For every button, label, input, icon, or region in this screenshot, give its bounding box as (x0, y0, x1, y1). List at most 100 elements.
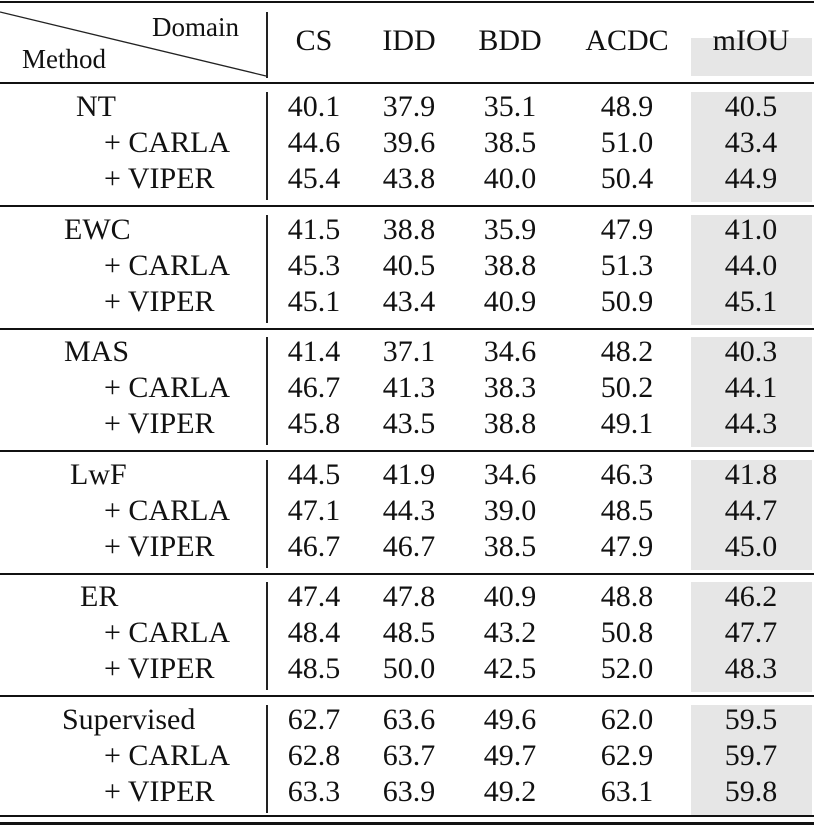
method-name: MAS (64, 335, 130, 368)
cell-idd: 41.9 (382, 457, 436, 491)
cell-idd: 43.4 (382, 284, 436, 318)
table-row: + VIPER 48.5 50.0 42.5 52.0 48.3 (0, 652, 818, 688)
method-variant: + VIPER (104, 284, 215, 318)
table-row: NT 40.1 37.9 35.1 48.9 40.5 (0, 90, 818, 126)
table-row: + CARLA 62.8 63.7 49.7 62.9 59.7 (0, 739, 818, 775)
cell-acdc: 49.1 (600, 407, 654, 440)
cell-acdc: 63.1 (600, 774, 654, 808)
cell-idd: 37.9 (382, 90, 436, 123)
cell-bdd: 49.6 (483, 702, 537, 736)
method-name: LwF (70, 457, 127, 491)
column-header-idd: IDD (382, 24, 436, 57)
cell-cs: 44.5 (287, 457, 341, 491)
group-separator-rule (0, 695, 814, 697)
cell-cs: 62.8 (287, 738, 341, 772)
table-row: + CARLA 45.3 40.5 38.8 51.3 44.0 (0, 249, 818, 285)
table-row: + VIPER 45.1 43.4 40.9 50.9 45.1 (0, 285, 818, 321)
cell-idd: 43.8 (382, 162, 436, 195)
method-variant: + VIPER (104, 774, 215, 808)
method-name: ER (80, 580, 119, 613)
cell-idd: 63.9 (382, 774, 436, 808)
method-variant: + CARLA (104, 738, 231, 772)
method-variant: + VIPER (104, 407, 215, 440)
table-row: + CARLA 47.1 44.3 39.0 48.5 44.7 (0, 494, 818, 530)
cell-idd: 48.5 (382, 616, 436, 649)
cell-idd: 43.5 (382, 407, 436, 440)
cell-miou: 44.9 (724, 162, 778, 195)
miou-highlight (691, 582, 812, 692)
cell-idd: 38.8 (382, 212, 436, 246)
cell-bdd: 40.9 (483, 284, 537, 318)
header-vertical-divider (266, 12, 268, 78)
cell-acdc: 51.3 (600, 248, 654, 282)
miou-highlight (691, 459, 812, 570)
miou-highlight (691, 337, 812, 447)
diagonal-divider-icon (0, 11, 267, 77)
cell-bdd: 38.3 (483, 371, 537, 404)
cell-miou: 45.0 (724, 529, 778, 563)
method-variant: + CARLA (104, 616, 231, 649)
cell-miou: 45.1 (724, 284, 778, 318)
cell-bdd: 35.1 (483, 90, 537, 123)
table-row: + CARLA 44.6 39.6 38.5 51.0 43.4 (0, 126, 818, 162)
cell-cs: 46.7 (287, 529, 341, 563)
miou-highlight (691, 214, 812, 325)
method-variant: + CARLA (104, 371, 231, 404)
column-header-acdc: ACDC (585, 24, 669, 57)
cell-cs: 48.4 (287, 616, 341, 649)
cell-cs: 45.1 (287, 284, 341, 318)
cell-bdd: 38.8 (483, 248, 537, 282)
header-rule (0, 82, 814, 84)
cell-bdd: 38.5 (483, 126, 537, 159)
cell-miou: 43.4 (724, 126, 778, 159)
method-variant: + CARLA (104, 126, 231, 159)
cell-miou: 46.2 (724, 580, 778, 613)
cell-miou: 48.3 (724, 652, 778, 685)
cell-cs: 46.7 (287, 371, 341, 404)
cell-acdc: 62.9 (600, 738, 654, 772)
cell-miou: 59.8 (724, 774, 778, 808)
method-variant: + CARLA (104, 248, 231, 282)
row-vertical-divider (266, 214, 268, 323)
table-row: LwF 44.5 41.9 34.6 46.3 41.8 (0, 458, 818, 494)
header-method-label: Method (22, 44, 106, 74)
cell-bdd: 43.2 (483, 616, 537, 649)
cell-miou: 44.7 (724, 493, 778, 527)
group-separator-rule (0, 572, 814, 575)
cell-idd: 47.8 (382, 580, 436, 613)
cell-idd: 41.3 (382, 371, 436, 404)
cell-acdc: 50.4 (600, 162, 654, 195)
cell-miou: 44.1 (724, 371, 778, 404)
cell-idd: 37.1 (382, 335, 436, 368)
method-name: EWC (64, 212, 131, 246)
method-variant: + VIPER (104, 162, 215, 195)
table-row: EWC 41.5 38.8 35.9 47.9 41.0 (0, 213, 818, 249)
group-separator-rule (0, 327, 814, 330)
cell-cs: 44.6 (287, 126, 341, 159)
cell-bdd: 49.2 (483, 774, 537, 808)
group-separator-rule (0, 205, 814, 207)
miou-highlight (691, 92, 812, 202)
cell-miou: 44.0 (724, 248, 778, 282)
cell-acdc: 51.0 (600, 126, 654, 159)
row-vertical-divider (266, 337, 268, 445)
cell-bdd: 35.9 (483, 212, 537, 246)
cell-idd: 46.7 (382, 529, 436, 563)
cell-miou: 41.8 (724, 457, 778, 491)
column-header-miou: mIOU (712, 24, 790, 57)
table-row: + VIPER 63.3 63.9 49.2 63.1 59.8 (0, 775, 818, 811)
group-separator-rule (0, 450, 814, 452)
cell-bdd: 40.0 (483, 162, 537, 195)
cell-miou: 40.3 (724, 335, 778, 368)
cell-bdd: 39.0 (483, 493, 537, 527)
header-domain-label: Domain (152, 12, 239, 42)
cell-acdc: 50.8 (600, 616, 654, 649)
cell-miou: 47.7 (724, 616, 778, 649)
bottom-rule-1 (0, 815, 814, 817)
cell-acdc: 48.2 (600, 335, 654, 368)
cell-cs: 45.8 (287, 407, 341, 440)
cell-bdd: 38.5 (483, 529, 537, 563)
cell-acdc: 62.0 (600, 702, 654, 736)
cell-miou: 41.0 (724, 212, 778, 246)
cell-idd: 63.7 (382, 738, 436, 772)
